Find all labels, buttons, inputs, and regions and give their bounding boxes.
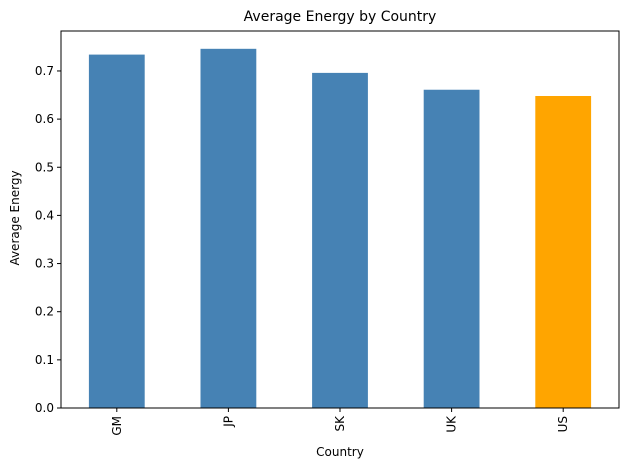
x-tick-label-gm: GM — [110, 416, 124, 436]
x-tick-label-us: US — [556, 416, 570, 432]
x-tick-label-uk: UK — [445, 415, 459, 433]
x-tick-label-sk: SK — [333, 415, 347, 432]
y-tick-label: 0.0 — [35, 401, 54, 415]
x-axis-label: Country — [316, 445, 364, 459]
y-axis-label: Average Energy — [8, 170, 22, 265]
bar-uk — [423, 89, 480, 409]
x-tick-label-jp: JP — [221, 416, 235, 428]
chart-title: Average Energy by Country — [244, 9, 437, 25]
bar-gm — [88, 54, 145, 409]
y-tick-label: 0.1 — [35, 353, 54, 367]
bar-sk — [312, 72, 368, 408]
y-tick-label: 0.4 — [35, 208, 54, 222]
y-tick-label: 0.6 — [35, 112, 54, 126]
y-tick-label: 0.2 — [35, 305, 54, 319]
plot-area: 0.0 0.1 0.2 0.3 0.4 0.5 0.6 0.7 GM JP SK UK US — [35, 30, 620, 436]
bar-us — [535, 96, 592, 408]
y-tick-label: 0.3 — [35, 257, 54, 271]
y-tick-label: 0.5 — [35, 160, 54, 174]
y-tick-label: 0.7 — [35, 64, 54, 78]
bar-jp — [200, 48, 257, 408]
